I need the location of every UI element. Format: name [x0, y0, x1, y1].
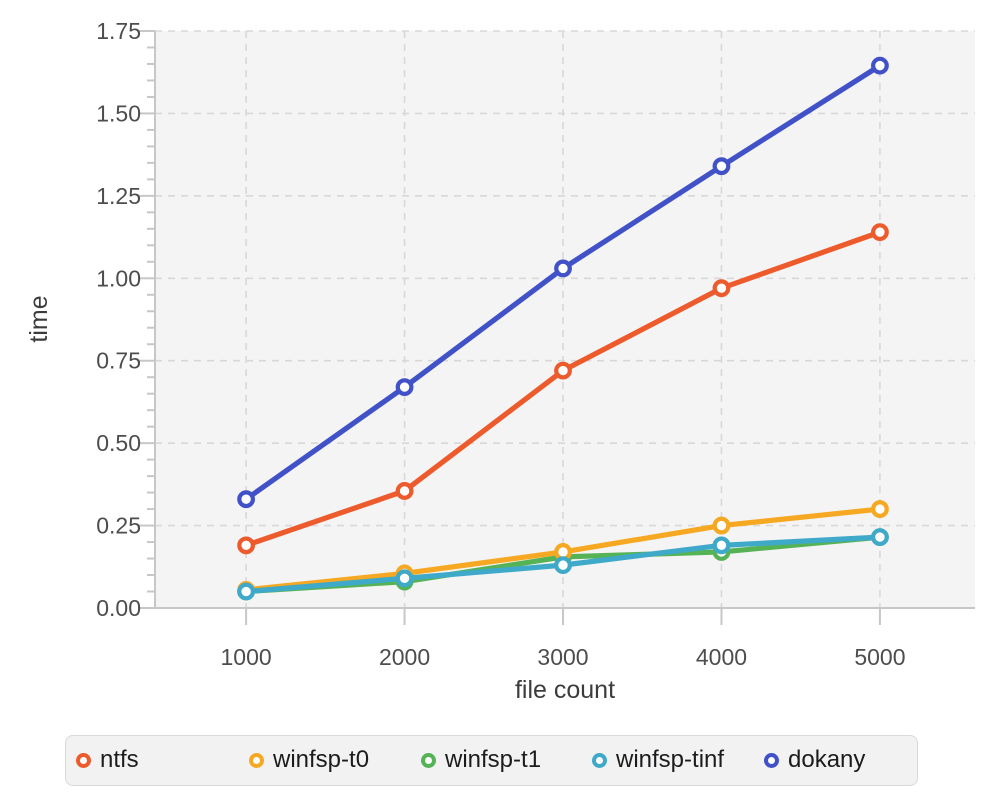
x-tick-label: 4000 — [696, 644, 747, 670]
series-winfsp-tinf-marker — [554, 556, 572, 575]
y-tick-label: 1.00 — [96, 265, 141, 291]
series-winfsp-tinf-marker — [237, 582, 256, 601]
legend-label: ntfs — [100, 746, 139, 773]
x-axis-title: file count — [515, 676, 615, 704]
series-winfsp-t0-marker — [712, 516, 731, 535]
series-winfsp-tinf-marker — [712, 536, 731, 555]
x-tick-label: 2000 — [379, 644, 430, 670]
legend-label: winfsp-tinf — [616, 746, 725, 773]
legend-marker-icon — [76, 752, 91, 768]
series-dokany-marker — [237, 490, 256, 509]
x-tick-label: 5000 — [854, 644, 905, 670]
legend-marker-icon — [249, 752, 264, 768]
series-ntfs-marker — [554, 361, 572, 380]
axes — [139, 30, 975, 625]
legend-marker-icon — [421, 752, 436, 768]
y-tick-label: 1.75 — [96, 18, 141, 44]
series-ntfs-marker — [395, 482, 414, 500]
series-dokany-marker — [554, 259, 572, 278]
legend-item-winfsp-t0[interactable]: winfsp-t0 — [249, 736, 369, 784]
series-lines — [237, 56, 889, 601]
series-ntfs-marker — [712, 279, 731, 298]
series-winfsp-tinf-marker — [395, 569, 414, 588]
tick-labels: 0.00 0.25 0.50 0.75 1.00 1.25 1.50 1.75 1000 2000… — [96, 18, 905, 670]
series-dokany-marker — [871, 56, 889, 75]
y-tick-label: 1.25 — [96, 183, 141, 209]
y-tick-label: 0.75 — [96, 348, 141, 374]
y-tick-label: 0.50 — [96, 430, 141, 456]
series-dokany-marker — [395, 378, 414, 396]
legend-item-dokany[interactable]: dokany — [764, 736, 865, 784]
legend: ntfs winfsp-t0 winfsp-t1 winfsp-tinf dokany — [65, 735, 918, 786]
legend-item-winfsp-t1[interactable]: winfsp-t1 — [421, 736, 541, 784]
legend-label: winfsp-t1 — [445, 746, 542, 773]
legend-marker-icon — [592, 752, 607, 768]
series-winfsp-tinf-marker — [871, 528, 889, 547]
y-tick-label: 1.50 — [96, 100, 141, 126]
legend-label: winfsp-t0 — [273, 746, 370, 773]
series-ntfs-marker — [237, 536, 256, 555]
series-ntfs-marker — [871, 223, 889, 242]
gridlines — [155, 30, 975, 608]
series-winfsp-t0-marker — [871, 500, 889, 518]
legend-marker-icon — [764, 752, 779, 768]
x-tick-label: 3000 — [537, 644, 588, 670]
plot-area — [155, 31, 975, 608]
legend-item-winfsp-tinf[interactable]: winfsp-tinf — [592, 736, 724, 784]
legend-item-ntfs[interactable]: ntfs — [76, 736, 139, 784]
y-axis-title: time — [25, 295, 53, 342]
y-tick-label: 0.00 — [96, 595, 141, 621]
series-dokany-marker — [712, 157, 731, 176]
y-tick-label: 0.25 — [96, 513, 141, 539]
x-tick-label: 1000 — [221, 644, 272, 670]
legend-label: dokany — [788, 746, 866, 773]
